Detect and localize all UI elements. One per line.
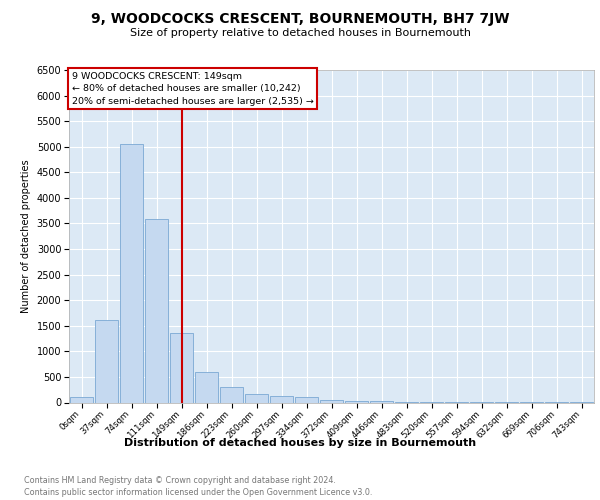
Bar	[245, 394, 268, 402]
Y-axis label: Number of detached properties: Number of detached properties	[21, 160, 31, 313]
Text: 9 WOODCOCKS CRESCENT: 149sqm
← 80% of detached houses are smaller (10,242)
20% o: 9 WOODCOCKS CRESCENT: 149sqm ← 80% of de…	[71, 72, 314, 106]
Bar	[345, 401, 368, 402]
Bar	[195, 372, 218, 402]
Text: Size of property relative to detached houses in Bournemouth: Size of property relative to detached ho…	[130, 28, 470, 38]
Text: 9, WOODCOCKS CRESCENT, BOURNEMOUTH, BH7 7JW: 9, WOODCOCKS CRESCENT, BOURNEMOUTH, BH7 …	[91, 12, 509, 26]
Bar	[220, 387, 243, 402]
Bar	[320, 400, 343, 402]
Bar	[70, 398, 93, 402]
Bar	[95, 320, 118, 402]
Bar	[295, 398, 318, 402]
Bar	[270, 396, 293, 402]
Text: Contains HM Land Registry data © Crown copyright and database right 2024.: Contains HM Land Registry data © Crown c…	[24, 476, 336, 485]
Bar	[120, 144, 143, 402]
Bar	[170, 334, 193, 402]
Text: Contains public sector information licensed under the Open Government Licence v3: Contains public sector information licen…	[24, 488, 373, 497]
Text: Distribution of detached houses by size in Bournemouth: Distribution of detached houses by size …	[124, 438, 476, 448]
Bar	[145, 220, 168, 402]
